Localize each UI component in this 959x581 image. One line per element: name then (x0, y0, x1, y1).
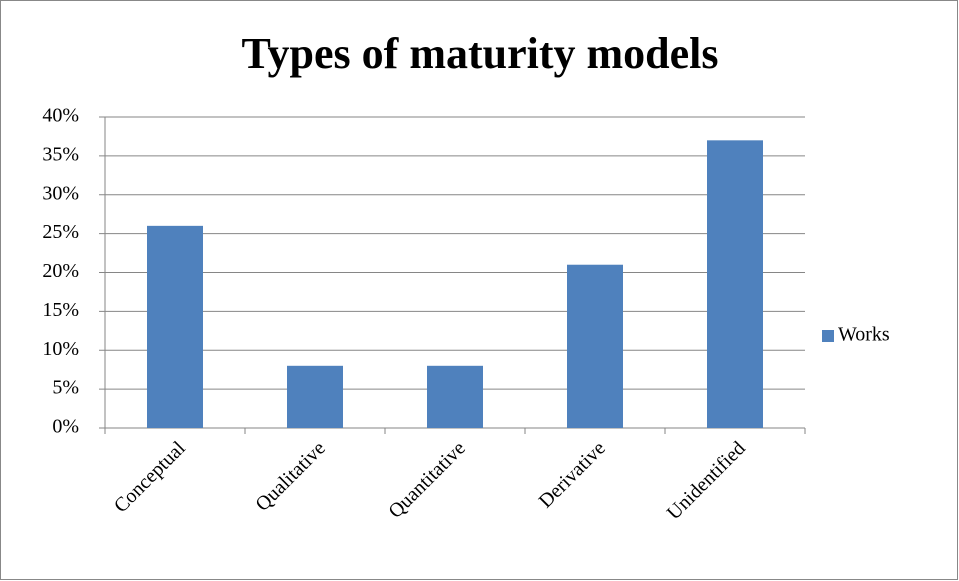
legend-label: Works (838, 324, 890, 346)
y-tick-label: 40% (42, 105, 79, 127)
y-tick-label: 5% (52, 377, 79, 399)
y-tick-label: 25% (42, 221, 79, 243)
y-tick-label: 20% (42, 260, 79, 282)
bar (287, 365, 343, 428)
bar (567, 264, 623, 428)
bar (427, 365, 483, 428)
y-tick-label: 0% (52, 416, 79, 438)
y-tick-label: 15% (42, 299, 79, 321)
y-tick-label: 35% (42, 143, 79, 165)
y-tick-label: 30% (42, 182, 79, 204)
y-tick-label: 10% (42, 338, 79, 360)
bar (707, 140, 763, 428)
legend-swatch (822, 330, 834, 342)
chart-title: Types of maturity models (241, 29, 718, 78)
bar (147, 225, 203, 428)
